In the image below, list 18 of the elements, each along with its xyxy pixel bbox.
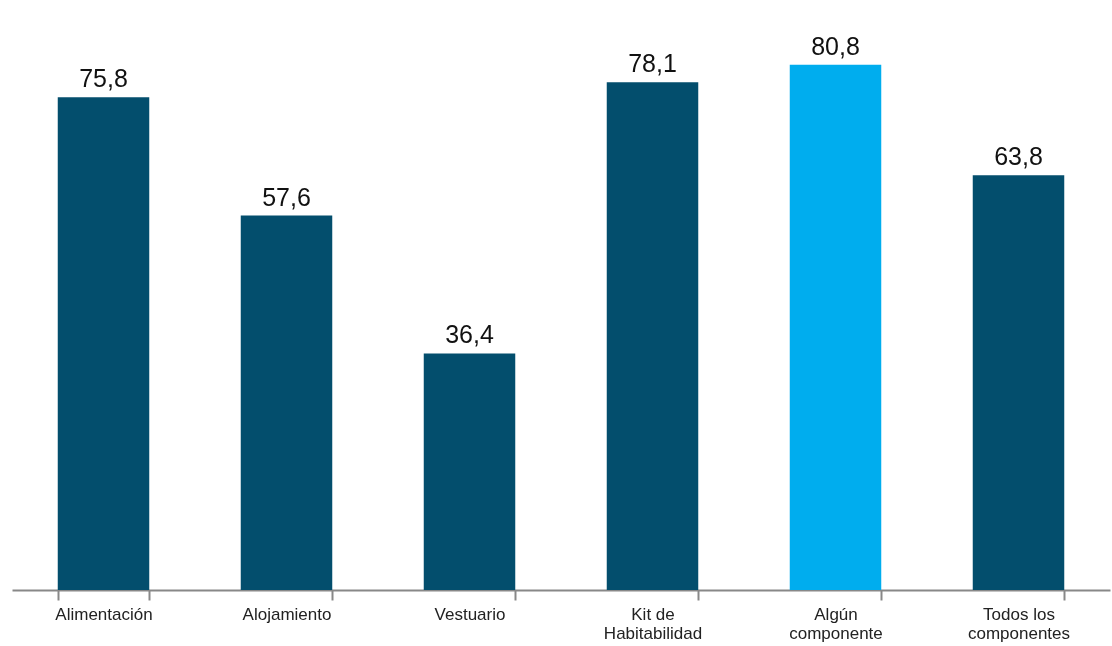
bar xyxy=(423,353,516,590)
bar xyxy=(57,97,150,590)
x-tick-label: Todos los componentes xyxy=(967,604,1071,643)
data-label: 75,8 xyxy=(79,64,128,93)
bar xyxy=(789,64,882,590)
bar xyxy=(972,175,1065,590)
x-tick-label: Alojamiento xyxy=(242,604,332,624)
data-label: 57,6 xyxy=(262,182,311,211)
data-label: 36,4 xyxy=(445,320,494,349)
x-tick-label: Alimentación xyxy=(55,604,153,624)
data-label: 78,1 xyxy=(628,49,677,78)
x-tick-label: Algún componente xyxy=(789,604,883,643)
x-tick-label: Vestuario xyxy=(434,604,506,624)
x-tick-label: Kit de Habitabilidad xyxy=(603,604,703,643)
bar xyxy=(240,215,333,590)
data-label: 80,8 xyxy=(811,31,860,60)
data-label: 63,8 xyxy=(994,142,1043,171)
bar xyxy=(606,82,699,590)
